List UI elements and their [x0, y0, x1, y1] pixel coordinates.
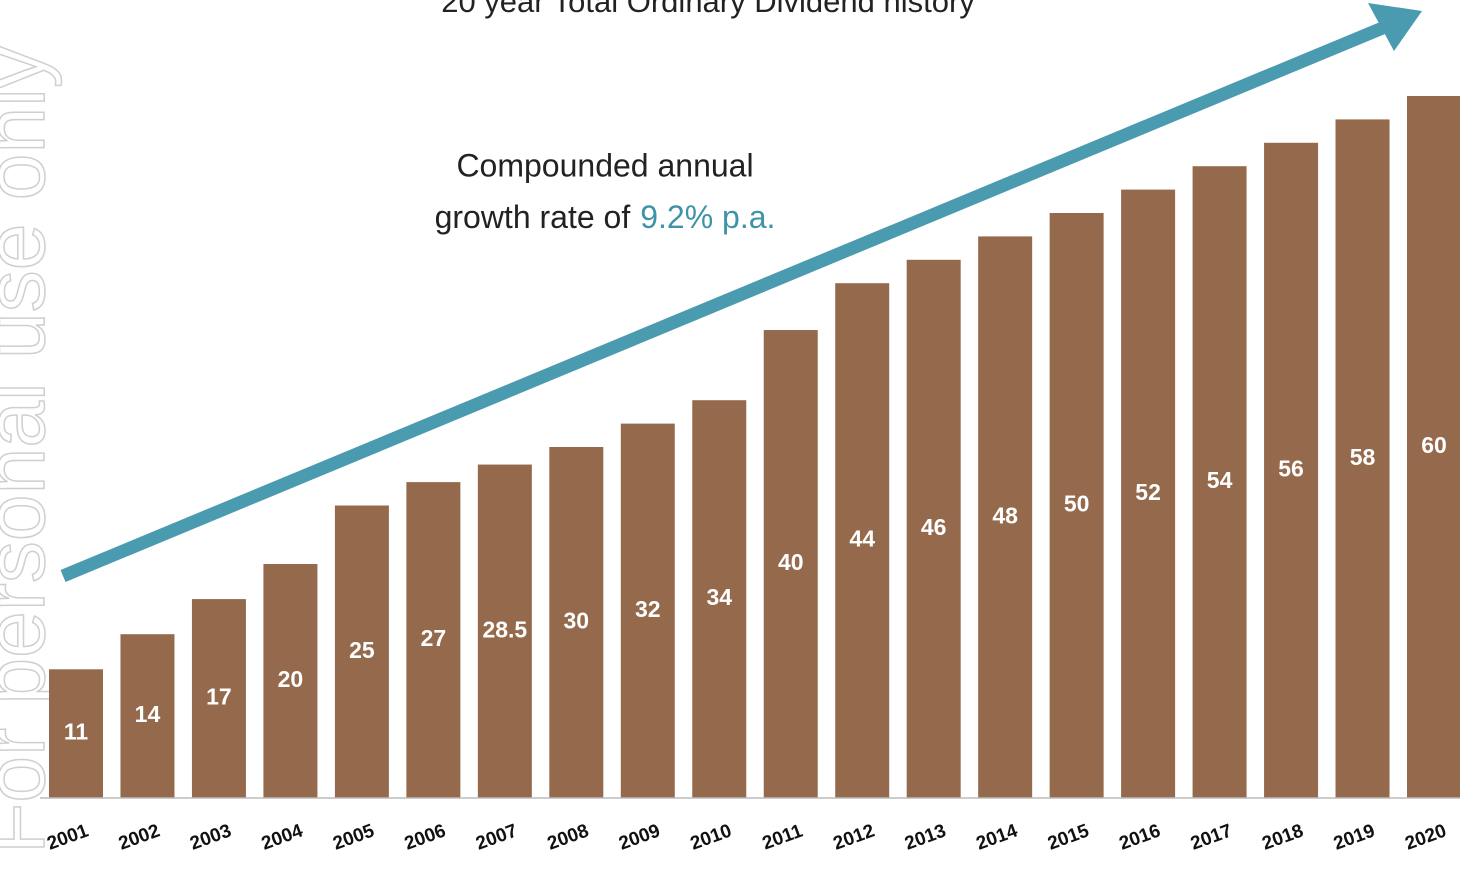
- data-label: 50: [1064, 491, 1090, 517]
- x-tick-label: 2007: [473, 820, 520, 854]
- bar: [49, 669, 103, 798]
- data-label: 14: [135, 701, 161, 727]
- bar: [763, 330, 818, 798]
- bar: [1192, 166, 1247, 798]
- x-tick-label: 2013: [902, 820, 949, 854]
- data-label: 30: [564, 608, 590, 634]
- bar: [191, 599, 246, 798]
- x-tick-label: 2009: [616, 820, 663, 854]
- x-tick-label: 2003: [187, 820, 234, 854]
- data-label: 34: [706, 584, 732, 610]
- data-label: 44: [849, 526, 875, 552]
- data-label: 54: [1207, 467, 1233, 493]
- x-tick-label: 2002: [116, 820, 163, 854]
- x-tick-label: 2008: [545, 820, 592, 854]
- data-label: 48: [992, 502, 1018, 528]
- bar: [477, 464, 532, 798]
- data-label: 60: [1421, 432, 1447, 458]
- x-tick-label: 2006: [402, 820, 449, 854]
- arrow-head: [1368, 3, 1422, 51]
- data-label: 32: [635, 596, 661, 622]
- x-tick-label: 2014: [974, 820, 1021, 854]
- data-label: 52: [1135, 479, 1161, 505]
- x-tick-label: 2012: [831, 820, 878, 854]
- data-label: 11: [64, 719, 89, 745]
- data-label: 58: [1350, 444, 1376, 470]
- data-label: 17: [206, 684, 232, 710]
- x-tick-label: 2015: [1045, 820, 1092, 854]
- data-label: 46: [921, 514, 947, 540]
- bar: [263, 564, 318, 798]
- x-tick-label: 2018: [1259, 820, 1306, 854]
- bar: [1264, 142, 1319, 799]
- annotation-text: growth rate of: [435, 199, 631, 235]
- data-label: 20: [278, 666, 304, 692]
- data-label: 40: [778, 549, 804, 575]
- bar: [549, 447, 604, 798]
- bars: [49, 96, 1460, 799]
- bar: [1121, 189, 1176, 799]
- chart-title: 20 year Total Ordinary Dividend history: [441, 0, 975, 19]
- bar: [835, 283, 890, 798]
- data-label: 56: [1278, 455, 1304, 481]
- arrow-shaft: [60, 20, 1388, 583]
- data-label: 28.5: [482, 616, 527, 642]
- bar: [334, 505, 389, 798]
- data-label: 27: [421, 625, 447, 651]
- x-tick-label: 2011: [760, 820, 806, 854]
- annotation-line2: growth rate of 9.2% p.a.: [435, 199, 776, 235]
- x-tick-label: 2020: [1402, 820, 1449, 854]
- x-tick-label: 2019: [1331, 820, 1378, 854]
- bar: [120, 634, 175, 798]
- bar: [1407, 96, 1460, 798]
- x-tick-label: 2010: [688, 820, 735, 854]
- x-tick-label: 2004: [259, 820, 306, 854]
- bar: [406, 482, 461, 798]
- x-tick-label: 2016: [1116, 820, 1163, 854]
- annotation-line1: Compounded annual: [456, 147, 753, 183]
- bar: [978, 236, 1033, 798]
- bar: [692, 400, 747, 798]
- bar: [1049, 213, 1104, 798]
- arrow: [60, 3, 1422, 583]
- bar: [1335, 119, 1390, 798]
- data-label: 25: [349, 637, 375, 663]
- x-tick-label: 2005: [330, 820, 377, 854]
- bar: [620, 423, 675, 798]
- bar: [906, 259, 961, 798]
- x-tick-label: 2017: [1188, 820, 1235, 854]
- annotation-highlight: 9.2% p.a.: [640, 199, 775, 235]
